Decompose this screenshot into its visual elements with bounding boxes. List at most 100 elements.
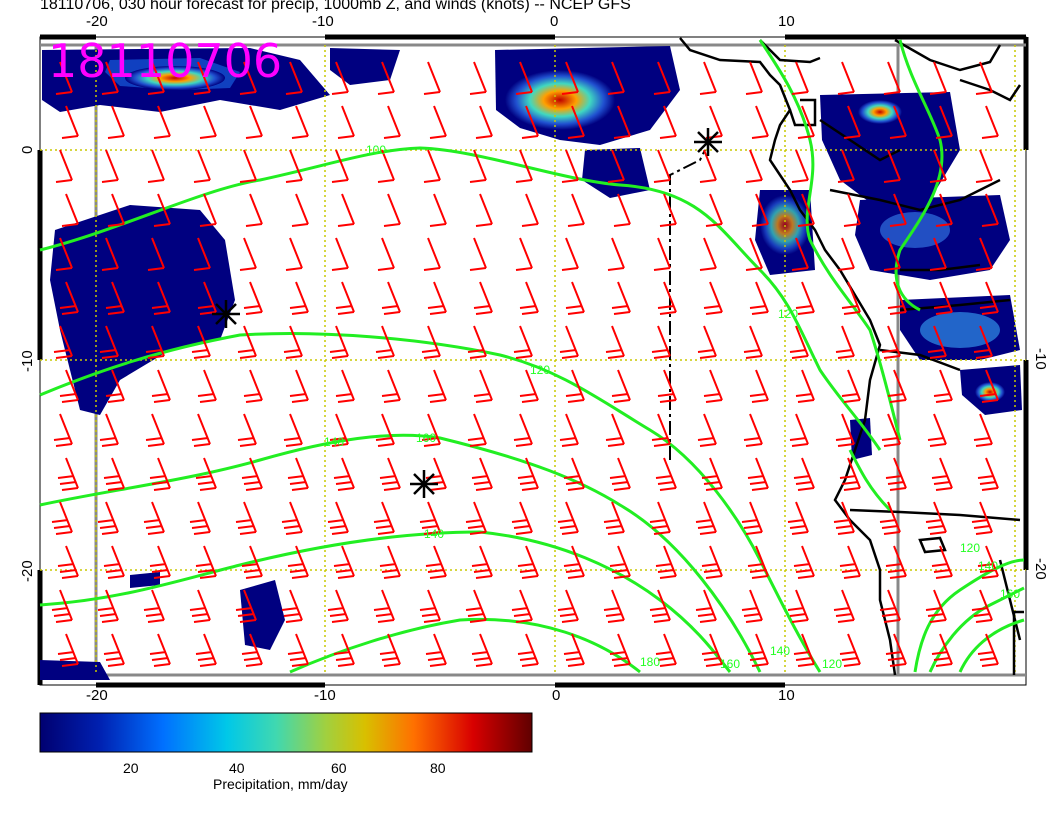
wind-barb	[283, 325, 303, 359]
wind-barb	[241, 457, 263, 491]
wind-barb	[57, 633, 79, 667]
wind-barb	[517, 545, 539, 579]
wind-barb	[465, 501, 487, 535]
wind-barb	[469, 61, 487, 95]
wind-barb	[469, 149, 487, 183]
wind-barb	[243, 281, 263, 315]
wind-barb	[751, 193, 769, 227]
wind-barb	[743, 413, 763, 447]
wind-barb	[563, 545, 585, 579]
wind-barb	[927, 413, 947, 447]
tick-label: -20	[1032, 558, 1049, 580]
wind-barb	[695, 589, 717, 623]
wind-barb	[423, 237, 441, 271]
wind-barb	[931, 633, 953, 667]
wind-barb	[975, 61, 993, 95]
wind-barb	[289, 369, 309, 403]
wind-barb	[745, 61, 763, 95]
wind-barb	[427, 281, 447, 315]
wind-barb	[519, 281, 539, 315]
wind-barb	[789, 325, 809, 359]
wind-barb	[837, 237, 855, 271]
wind-barb	[197, 281, 217, 315]
contour-label: 120	[778, 307, 798, 321]
wind-barb	[887, 281, 907, 315]
contour-label: 140	[424, 527, 444, 541]
wind-barb	[511, 589, 533, 623]
contour-label: 120	[530, 363, 550, 377]
wind-barb	[281, 501, 303, 535]
wind-barb	[285, 149, 303, 183]
tick-label: -20	[19, 560, 36, 582]
wind-barb	[839, 545, 861, 579]
wind-barb	[655, 633, 677, 667]
tick-label: 0	[19, 146, 36, 154]
wind-barb	[189, 501, 211, 535]
wind-barb	[107, 193, 125, 227]
wind-barb	[885, 633, 907, 667]
wind-barb	[419, 589, 441, 623]
wind-barb	[55, 149, 73, 183]
axis-ticks-right: -10 -20	[1032, 348, 1049, 580]
wind-barb	[235, 589, 257, 623]
wind-barb	[609, 633, 631, 667]
wind-barb	[199, 105, 217, 139]
wind-barb	[55, 61, 73, 95]
wind-barb	[699, 237, 717, 271]
wind-barb	[931, 457, 953, 491]
wind-barb	[51, 589, 73, 623]
wind-barb	[935, 193, 953, 227]
wind-barb	[281, 589, 303, 623]
wind-barb	[977, 545, 999, 579]
wind-barb	[603, 501, 625, 535]
wind-barb	[473, 281, 493, 315]
wind-barb	[327, 501, 349, 535]
pressure-centers	[212, 128, 722, 498]
wind-barb	[105, 369, 125, 403]
contour-label: 120	[822, 657, 842, 671]
center-marker-1	[212, 300, 240, 328]
wind-barb	[373, 501, 395, 535]
wind-barb	[837, 61, 855, 95]
wind-barb	[469, 237, 487, 271]
wind-barb	[59, 369, 79, 403]
wind-barb	[703, 281, 723, 315]
wind-barb	[103, 545, 125, 579]
wind-barb	[333, 633, 355, 667]
wind-barb	[471, 633, 493, 667]
wind-barb	[379, 545, 401, 579]
wind-barb	[883, 61, 901, 95]
wind-barb	[929, 61, 947, 95]
wind-barb	[797, 105, 815, 139]
wind-barb	[59, 281, 79, 315]
wind-barb	[99, 413, 119, 447]
wind-barb	[741, 589, 763, 623]
wind-barb	[839, 633, 861, 667]
wind-barb	[843, 193, 861, 227]
wind-barb	[561, 61, 579, 95]
wind-barb	[199, 193, 217, 227]
wind-barb	[375, 413, 395, 447]
wind-barb	[239, 237, 257, 271]
wind-barb	[193, 149, 211, 183]
wind-barb	[285, 237, 303, 271]
wind-barb	[519, 369, 539, 403]
wind-barb	[885, 457, 907, 491]
wind-barb	[57, 457, 79, 491]
wind-barb	[751, 105, 769, 139]
date-stamp: 18110706	[48, 34, 283, 88]
wind-barb	[61, 105, 79, 139]
wind-barb	[977, 633, 999, 667]
wind-barb	[745, 237, 763, 271]
wind-barb	[697, 413, 717, 447]
wind-barb	[195, 633, 217, 667]
wind-barb	[153, 193, 171, 227]
axis-ticks-top: -20 -10 0 10	[86, 13, 795, 30]
tick-label: -20	[86, 687, 108, 704]
wind-barb	[749, 281, 769, 315]
wind-barb	[565, 369, 585, 403]
wind-barb	[841, 281, 861, 315]
wind-barb	[511, 501, 533, 535]
wind-barb	[883, 237, 901, 271]
wind-barb	[889, 105, 907, 139]
